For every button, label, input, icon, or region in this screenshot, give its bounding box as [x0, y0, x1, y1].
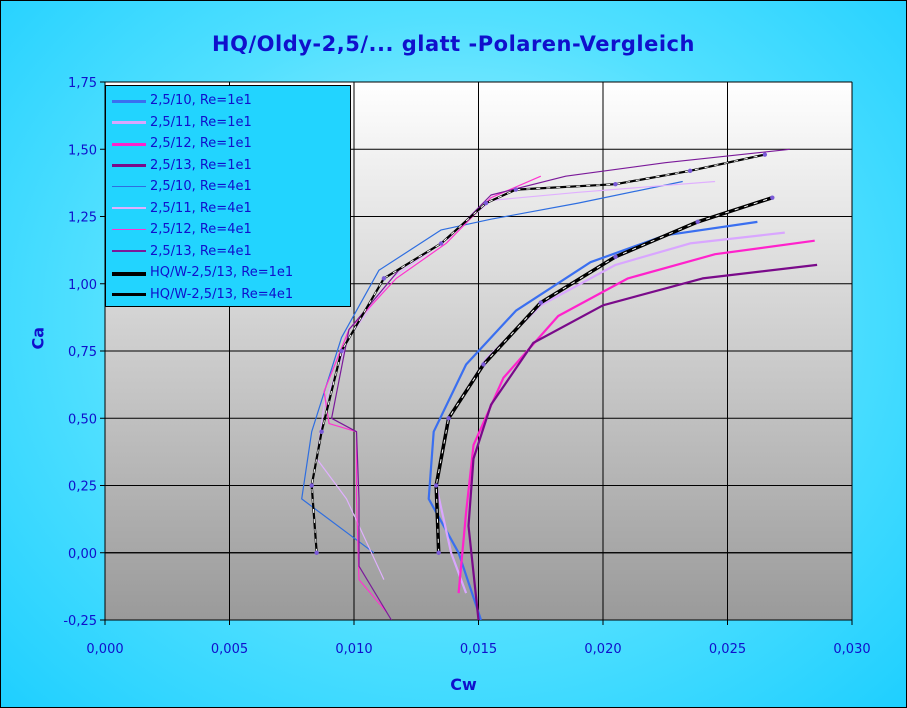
series-point-9 [770, 195, 775, 200]
x-tick-label: 0,025 [709, 642, 746, 657]
y-tick-labels: -0,25 0,00 0,25 0,50 0,75 1,00 1,25 1,50 1,75 [63, 76, 97, 629]
legend-swatch [112, 268, 146, 278]
legend-swatch [112, 117, 146, 127]
y-tick-label: 1,25 [68, 211, 97, 226]
legend-label: 2,5/11, Re=1e1 [150, 114, 252, 130]
series-line-8 [331, 148, 790, 620]
x-axis-label: Cw [450, 675, 477, 694]
legend-item: 2,5/12, Re=1e1 [112, 133, 346, 155]
series-point-10 [314, 550, 319, 555]
series-point-10 [613, 182, 618, 187]
series-point-10 [687, 168, 693, 173]
legend-label: 2,5/12, Re=4e1 [150, 222, 252, 238]
series-point-9 [538, 300, 543, 305]
series-dash-9 [435, 197, 773, 553]
legend-item: 2,5/11, Re=4e1 [112, 198, 346, 220]
y-tick-label: 0,00 [68, 547, 97, 562]
legend-item: 2,5/10, Re=4e1 [112, 176, 346, 198]
legend-label: HQ/W-2,5/13, Re=1e1 [150, 265, 294, 281]
legend-label: 2,5/10, Re=4e1 [150, 179, 252, 195]
legend-label: 2,5/13, Re=1e1 [150, 157, 252, 173]
legend-label: 2,5/10, Re=1e1 [150, 93, 252, 109]
legend-swatch [112, 160, 146, 170]
legend-swatch [112, 139, 146, 149]
legend-item: HQ/W-2,5/13, Re=4e1 [112, 284, 346, 306]
series-point-9 [695, 219, 700, 225]
x-tick-label: 0,000 [86, 642, 123, 657]
series-point-10 [513, 187, 519, 192]
series-point-10 [339, 348, 344, 354]
legend-item: 2,5/13, Re=1e1 [112, 155, 346, 177]
series-point-10 [483, 200, 489, 206]
series-point-9 [613, 254, 618, 260]
series-line-6 [316, 180, 716, 580]
series-point-10 [381, 276, 387, 281]
y-axis-label: Ca [28, 326, 48, 350]
series-point-10 [438, 241, 444, 246]
x-tick-labels: 0,000 0,005 0,010 0,015 0,020 0,025 0,030 [86, 642, 870, 657]
legend-item: HQ/W-2,5/13, Re=1e1 [112, 262, 346, 284]
legend-swatch [112, 96, 146, 106]
y-tick-label: 0,25 [68, 480, 97, 495]
series-line-4 [467, 263, 818, 620]
x-tick-label: 0,010 [335, 642, 372, 657]
y-tick-label: 0,75 [68, 345, 97, 360]
legend-item: 2,5/11, Re=1e1 [112, 112, 346, 134]
legend-swatch [112, 203, 146, 213]
legend: 2,5/10, Re=1e1 2,5/11, Re=1e1 2,5/12, Re=1… [105, 85, 351, 307]
legend-item: 2,5/12, Re=4e1 [112, 219, 346, 241]
series-line-1 [427, 220, 758, 620]
x-tick-label: 0,005 [211, 642, 248, 657]
series-point-9 [436, 550, 441, 555]
y-tick-label: 1,50 [68, 143, 97, 158]
legend-item: 2,5/10, Re=1e1 [112, 90, 346, 112]
series-dash-10 [311, 154, 766, 553]
x-tick-label: 0,020 [584, 642, 621, 657]
series-point-9 [446, 416, 451, 421]
x-tick-label: 0,030 [833, 642, 870, 657]
legend-label: 2,5/13, Re=4e1 [150, 243, 252, 259]
legend-swatch [112, 289, 146, 299]
series-point-10 [309, 483, 314, 488]
legend-item: 2,5/13, Re=4e1 [112, 241, 346, 263]
y-tick-label: 1,00 [68, 278, 97, 293]
series-point-9 [433, 483, 439, 488]
legend-swatch [112, 225, 146, 235]
y-tick-label: -0,25 [63, 614, 97, 629]
series-line-7 [323, 175, 542, 613]
legend-swatch [112, 246, 146, 256]
legend-label: 2,5/11, Re=4e1 [150, 200, 252, 216]
series-layer [301, 148, 818, 620]
chart-title: HQ/Oldy-2,5/... glatt -Polaren-Vergleich [212, 32, 695, 56]
legend-label: 2,5/12, Re=1e1 [150, 136, 252, 152]
legend-swatch [112, 182, 146, 192]
y-tick-label: 0,50 [68, 412, 97, 427]
series-line-2 [435, 231, 785, 594]
x-tick-label: 0,015 [460, 642, 497, 657]
legend-label: HQ/W-2,5/13, Re=4e1 [150, 286, 294, 302]
series-point-10 [319, 429, 324, 434]
series-point-9 [481, 362, 486, 367]
series-point-10 [762, 152, 768, 157]
y-tick-label: 1,75 [68, 76, 97, 91]
series-line-5 [301, 180, 683, 554]
